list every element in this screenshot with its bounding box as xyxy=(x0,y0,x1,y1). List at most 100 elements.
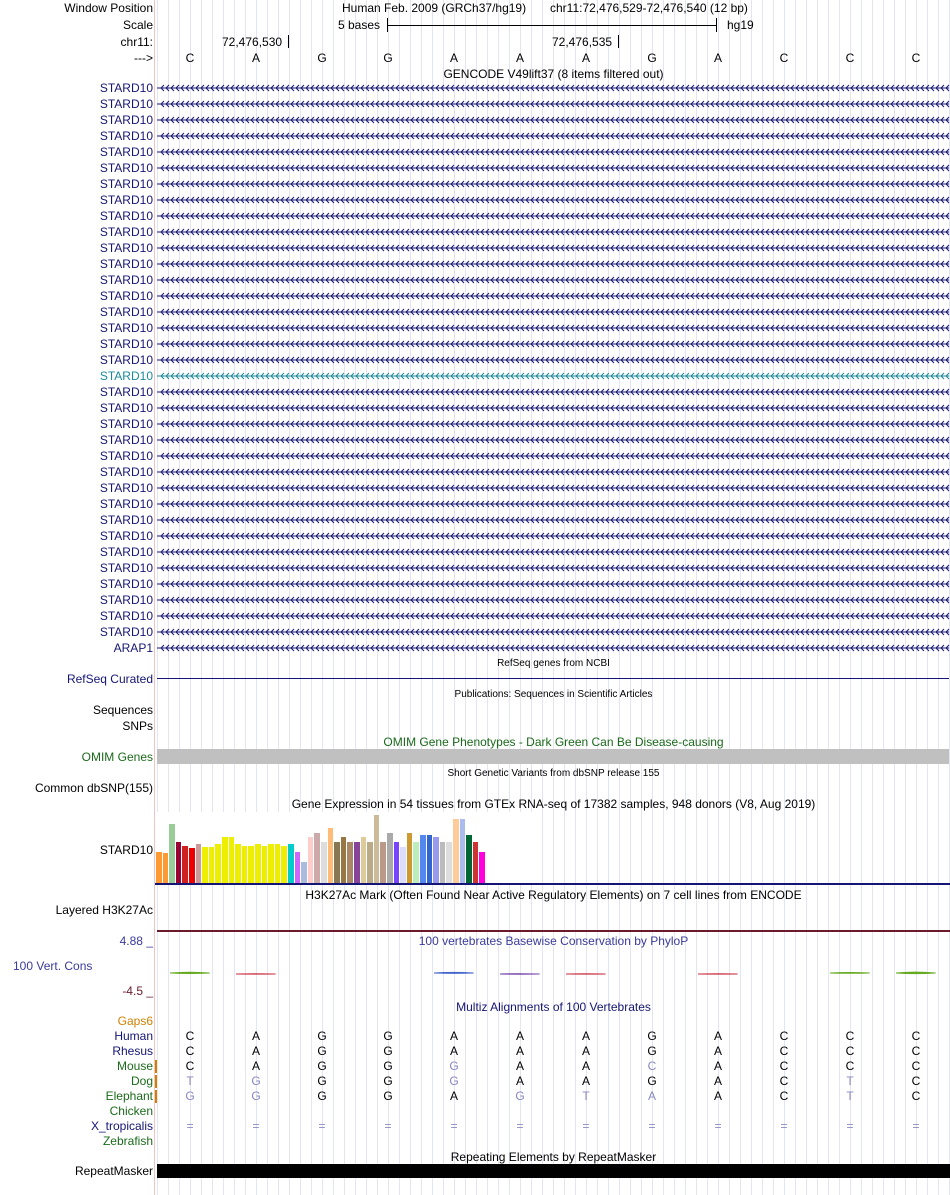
gencode-transcript[interactable] xyxy=(157,595,950,605)
h3k27ac-title[interactable]: H3K27Ac Mark (Often Found Near Active Re… xyxy=(305,888,802,902)
gencode-item-label[interactable]: STARD10 xyxy=(99,609,153,623)
species-label[interactable]: Elephant xyxy=(105,1089,153,1103)
gtex-tissue-bar[interactable] xyxy=(274,844,281,883)
gtex-tissue-bar[interactable] xyxy=(314,833,320,883)
gencode-item-label[interactable]: STARD10 xyxy=(99,161,153,175)
gencode-item-label[interactable]: STARD10 xyxy=(99,561,153,575)
gencode-item-label[interactable]: STARD10 xyxy=(99,81,153,95)
gtex-gene-label[interactable]: STARD10 xyxy=(99,843,153,857)
snps-label[interactable]: SNPs xyxy=(122,719,153,733)
gtex-tissue-bar[interactable] xyxy=(268,844,274,883)
gaps-label[interactable]: Gaps6 xyxy=(117,1014,153,1028)
gencode-item-label[interactable]: STARD10 xyxy=(99,113,153,127)
gencode-transcript[interactable] xyxy=(157,451,950,461)
gencode-item-label[interactable]: STARD10 xyxy=(99,449,153,463)
gencode-item-label[interactable]: STARD10 xyxy=(99,497,153,511)
gencode-transcript[interactable] xyxy=(157,643,950,653)
gencode-transcript[interactable] xyxy=(157,499,950,509)
gtex-tissue-bar[interactable] xyxy=(433,837,439,883)
phylop-mark[interactable] xyxy=(434,970,474,976)
gtex-tissue-bar[interactable] xyxy=(446,842,452,883)
gencode-transcript[interactable] xyxy=(157,291,950,301)
gencode-transcript[interactable] xyxy=(157,419,950,429)
gencode-transcript[interactable] xyxy=(157,579,950,589)
gencode-item-label[interactable]: STARD10 xyxy=(99,385,153,399)
refseq-label[interactable]: RefSeq Curated xyxy=(66,672,153,686)
gtex-tissue-bar[interactable] xyxy=(162,853,169,883)
gtex-tissue-bar[interactable] xyxy=(321,842,327,883)
gtex-tissue-bar[interactable] xyxy=(189,848,195,883)
gencode-item-label[interactable]: STARD10 xyxy=(99,465,153,479)
gtex-tissue-bar[interactable] xyxy=(228,837,235,883)
gencode-transcript[interactable] xyxy=(157,627,950,637)
gtex-tissue-bar[interactable] xyxy=(327,828,334,883)
gencode-item-label[interactable]: ARAP1 xyxy=(113,641,153,655)
gencode-transcript[interactable] xyxy=(157,275,950,285)
species-label[interactable]: Human xyxy=(114,1029,153,1043)
position-text[interactable]: chr11:72,476,529-72,476,540 (12 bp) xyxy=(550,1,748,15)
gtex-tissue-bar[interactable] xyxy=(281,846,287,883)
gtex-tissue-bar[interactable] xyxy=(387,833,393,883)
gtex-tissue-bar[interactable] xyxy=(222,837,228,883)
phylop-mark[interactable] xyxy=(566,971,606,977)
h3k27ac-label[interactable]: Layered H3K27Ac xyxy=(55,903,153,917)
gencode-transcript[interactable] xyxy=(157,307,950,317)
phylop-mark[interactable] xyxy=(698,971,738,977)
gtex-tissue-bar[interactable] xyxy=(466,835,472,883)
repeatmasker-element[interactable] xyxy=(157,1164,950,1178)
gencode-item-label[interactable]: STARD10 xyxy=(99,289,153,303)
species-label[interactable]: X_tropicalis xyxy=(90,1119,153,1133)
phylop-mark[interactable] xyxy=(830,970,870,976)
gtex-tissue-bar[interactable] xyxy=(169,824,175,883)
gtex-tissue-bar[interactable] xyxy=(439,842,446,883)
gtex-tissue-bar[interactable] xyxy=(215,844,221,883)
gencode-item-label[interactable]: STARD10 xyxy=(99,209,153,223)
gtex-tissue-bar[interactable] xyxy=(360,837,367,883)
gtex-tissue-bar[interactable] xyxy=(373,815,380,883)
gtex-tissue-bar[interactable] xyxy=(307,837,314,883)
gencode-transcript[interactable] xyxy=(157,323,950,333)
gencode-item-label[interactable]: STARD10 xyxy=(99,481,153,495)
gtex-tissue-bar[interactable] xyxy=(235,844,241,883)
dbsnp-title[interactable]: Short Genetic Variants from dbSNP releas… xyxy=(447,768,660,779)
gtex-tissue-bar[interactable] xyxy=(261,846,268,883)
gencode-transcript[interactable] xyxy=(157,355,950,365)
gtex-tissue-bar[interactable] xyxy=(380,842,386,883)
gencode-transcript[interactable] xyxy=(157,483,950,493)
gencode-transcript[interactable] xyxy=(157,147,950,157)
gencode-item-label[interactable]: STARD10 xyxy=(99,225,153,239)
gtex-tissue-bar[interactable] xyxy=(354,842,360,883)
repeatmasker-title[interactable]: Repeating Elements by RepeatMasker xyxy=(450,1150,657,1164)
gtex-tissue-bar[interactable] xyxy=(288,844,294,883)
gtex-tissue-bar[interactable] xyxy=(255,844,261,883)
species-label[interactable]: Chicken xyxy=(109,1104,153,1118)
gencode-item-label[interactable]: STARD10 xyxy=(99,433,153,447)
gencode-item-label[interactable]: STARD10 xyxy=(99,513,153,527)
gencode-transcript[interactable] xyxy=(157,99,950,109)
species-label[interactable]: Rhesus xyxy=(112,1044,153,1058)
omim-gene-bar[interactable] xyxy=(157,749,949,764)
gtex-tissue-bar[interactable] xyxy=(406,833,413,883)
gencode-item-label[interactable]: STARD10 xyxy=(99,529,153,543)
gencode-transcript[interactable] xyxy=(157,115,950,125)
gtex-title[interactable]: Gene Expression in 54 tissues from GTEx … xyxy=(291,797,816,811)
gencode-transcript[interactable] xyxy=(157,515,950,525)
gencode-transcript[interactable] xyxy=(157,195,950,205)
gencode-item-label[interactable]: STARD10 xyxy=(99,193,153,207)
species-label[interactable]: Zebrafish xyxy=(102,1134,153,1148)
gencode-transcript[interactable] xyxy=(157,387,950,397)
dbsnp-label[interactable]: Common dbSNP(155) xyxy=(34,781,153,795)
gtex-tissue-bar[interactable] xyxy=(413,842,419,883)
gtex-tissue-bar[interactable] xyxy=(393,842,400,883)
gtex-tissue-bar[interactable] xyxy=(459,819,466,883)
gtex-tissue-bar[interactable] xyxy=(241,846,248,883)
gencode-transcript[interactable] xyxy=(157,563,950,573)
species-label[interactable]: Mouse xyxy=(116,1059,153,1073)
gencode-transcript[interactable] xyxy=(157,131,950,141)
gencode-transcript[interactable] xyxy=(157,163,950,173)
gencode-item-label[interactable]: STARD10 xyxy=(99,353,153,367)
gtex-tissue-bar[interactable] xyxy=(202,847,208,883)
gencode-transcript[interactable] xyxy=(157,227,950,237)
gtex-tissue-bar[interactable] xyxy=(301,862,307,883)
gtex-tissue-bar[interactable] xyxy=(334,842,340,883)
